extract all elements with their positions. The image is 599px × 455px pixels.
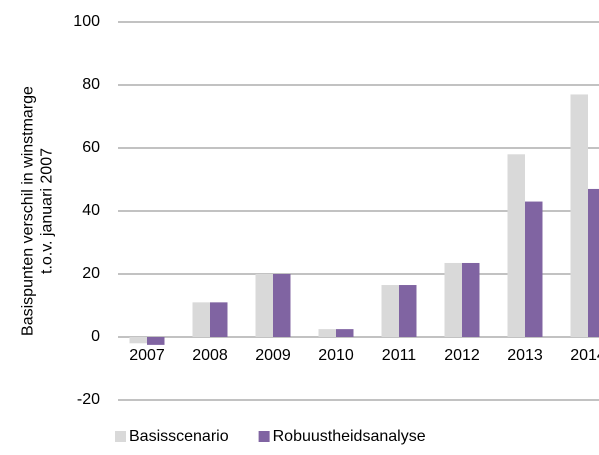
bar [147, 337, 165, 345]
y-axis-label-line: t.o.v. januari 2007 [39, 148, 56, 274]
bar [570, 94, 588, 337]
x-tick-label: 2008 [192, 347, 228, 364]
bar [273, 274, 291, 337]
bar [588, 188, 599, 337]
legend-swatch [115, 431, 126, 442]
x-tick-label: 2007 [129, 347, 165, 364]
y-tick-label: 0 [91, 328, 100, 345]
y-tick-label: 80 [82, 76, 100, 93]
bar [462, 262, 480, 337]
y-axis-label: Basispunten verschil in winstmarge t.o.v.… [20, 86, 56, 336]
y-tick-label: 100 [73, 13, 100, 30]
bar [525, 201, 543, 337]
bar [192, 302, 210, 337]
legend-swatch [258, 431, 270, 442]
x-tick-label: 2009 [255, 347, 291, 364]
x-tick-label: 2012 [444, 347, 480, 364]
bar [210, 302, 228, 337]
x-tick-label: 2010 [318, 347, 354, 364]
bar [381, 285, 399, 337]
bar [507, 154, 525, 337]
bar [444, 262, 462, 337]
bar [318, 329, 336, 337]
legend-label: Basisscenario [129, 428, 229, 445]
bar [336, 329, 354, 337]
legend-label: Robuustheidsanalyse [273, 428, 426, 445]
bar [399, 285, 417, 337]
bar [255, 274, 273, 337]
x-tick-label: 2011 [382, 347, 417, 364]
y-tick-label: -20 [77, 391, 100, 408]
y-tick-label: 40 [82, 202, 100, 219]
x-tick-label: 2014 [570, 347, 599, 364]
y-tick-label: 20 [82, 265, 100, 282]
bar [129, 337, 147, 344]
y-axis-label-line: Basispunten verschil in winstmarge [20, 86, 37, 336]
y-tick-label: 60 [82, 139, 100, 156]
x-tick-label: 2013 [507, 347, 543, 364]
